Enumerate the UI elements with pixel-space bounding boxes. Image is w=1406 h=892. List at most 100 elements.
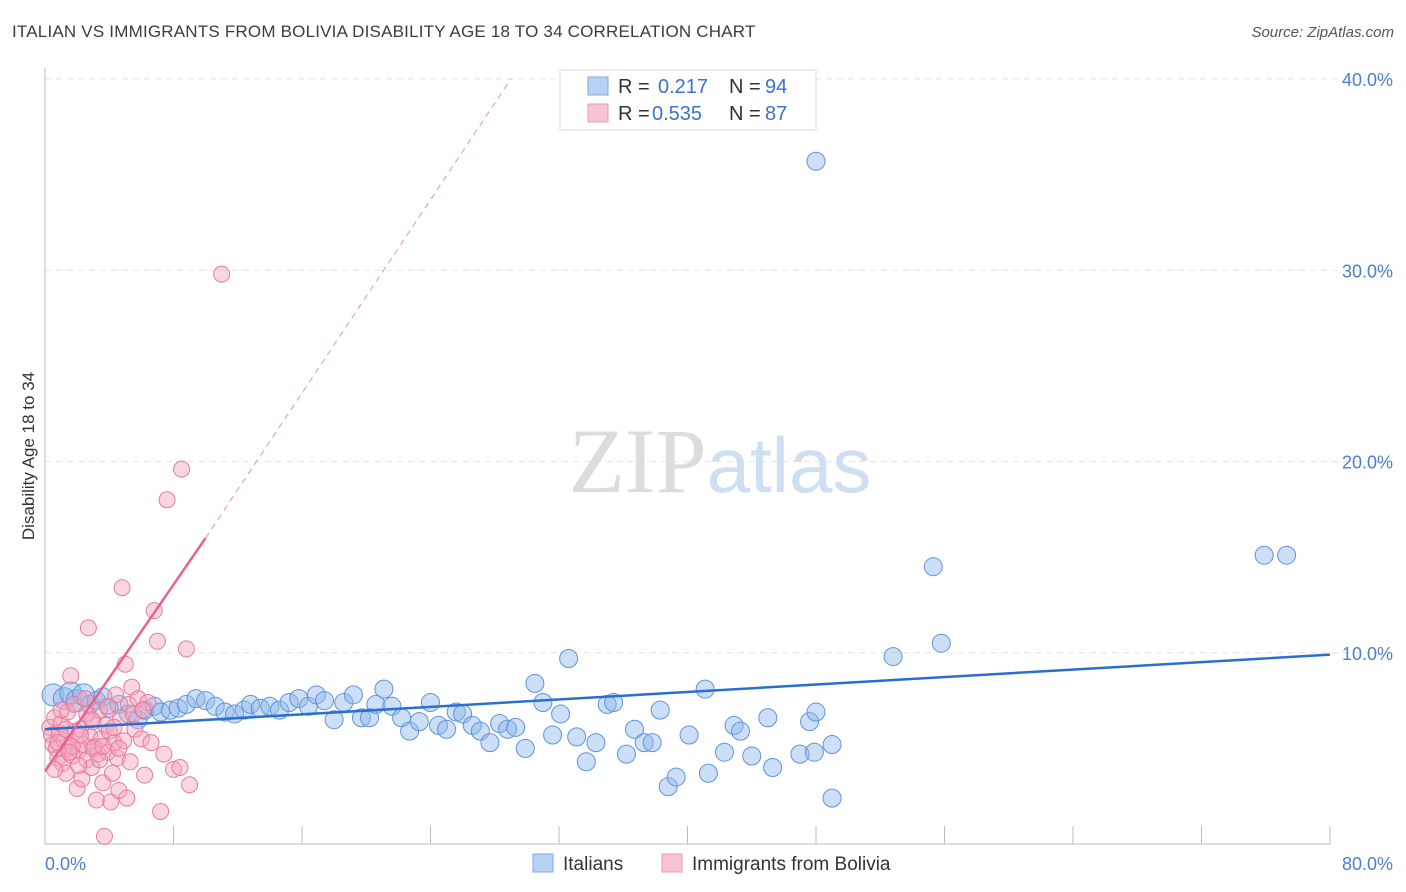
y-tick-label: 30.0% — [1342, 261, 1393, 281]
data-point — [279, 692, 299, 712]
data-point — [525, 673, 545, 693]
data-point — [533, 692, 553, 712]
data-point — [62, 667, 80, 685]
data-point — [642, 733, 662, 753]
data-point — [650, 700, 670, 720]
data-point — [324, 710, 344, 730]
data-point — [567, 727, 587, 747]
data-point — [91, 751, 109, 769]
data-point — [666, 767, 686, 787]
data-point — [109, 694, 129, 714]
data-point — [822, 735, 842, 755]
data-point — [343, 685, 363, 705]
data-point — [99, 697, 117, 715]
legend-n-label-italians: N = — [729, 76, 761, 98]
series-layer — [41, 151, 1297, 845]
data-point — [437, 719, 457, 739]
data-point — [215, 702, 235, 722]
data-point — [241, 694, 261, 714]
data-point — [616, 744, 636, 764]
data-point — [400, 721, 420, 741]
data-point — [806, 702, 826, 722]
data-point — [409, 712, 429, 732]
data-point — [758, 708, 778, 728]
y-axis-label: Disability Age 18 to 34 — [19, 372, 38, 540]
data-point — [119, 704, 139, 724]
data-point — [113, 579, 131, 597]
data-point — [883, 647, 903, 667]
data-point — [551, 704, 571, 724]
data-point — [790, 744, 810, 764]
legend-swatch-bolivia — [587, 103, 609, 123]
data-point — [94, 737, 112, 755]
data-point — [118, 789, 136, 807]
data-point — [1277, 545, 1297, 565]
data-point — [148, 632, 166, 650]
data-point — [105, 718, 123, 736]
tick-labels: 10.0% 20.0% 30.0% 40.0% 0.0% 80.0% — [45, 70, 1393, 874]
legend-r-bolivia: 0.535 — [652, 103, 702, 125]
watermark-atlas: atlas — [707, 421, 872, 509]
data-point — [79, 619, 97, 637]
data-point — [1254, 545, 1274, 565]
trend-layer — [43, 78, 1331, 773]
data-point — [60, 743, 78, 761]
data-point — [374, 679, 394, 699]
series-legend: Italians Immigrants from Bolivia — [532, 853, 891, 875]
data-point — [177, 640, 195, 658]
data-point — [624, 719, 644, 739]
data-point — [559, 648, 579, 668]
data-point — [173, 460, 191, 478]
data-point — [95, 827, 113, 845]
data-point — [121, 753, 139, 771]
stats-legend: R = 0.217 N = 94 R = 0.535 N = 87 — [559, 69, 817, 131]
data-point — [70, 757, 88, 775]
data-point — [155, 745, 173, 763]
legend-n-bolivia: 87 — [765, 103, 787, 125]
data-point — [679, 725, 699, 745]
data-point — [806, 151, 826, 171]
data-point — [142, 734, 160, 752]
data-point — [87, 791, 105, 809]
data-point — [181, 776, 199, 794]
data-point — [171, 759, 189, 776]
data-point — [72, 683, 96, 707]
data-point — [695, 679, 715, 699]
data-point — [76, 690, 94, 708]
data-point — [506, 717, 526, 737]
series-legend-swatch-italians — [532, 853, 554, 873]
trend-line-1 — [43, 537, 207, 773]
data-point — [480, 733, 500, 753]
data-point — [586, 733, 606, 753]
data-point — [59, 681, 83, 705]
data-point — [165, 760, 182, 778]
data-point — [132, 730, 150, 748]
data-point — [804, 742, 824, 762]
data-point — [196, 691, 216, 711]
data-point — [205, 696, 225, 716]
legend-r-label-bolivia: R = — [618, 103, 650, 125]
legend-n-label-bolivia: N = — [729, 103, 761, 125]
data-point — [186, 689, 206, 709]
data-point — [152, 802, 170, 820]
legend-n-italians: 94 — [765, 76, 787, 98]
data-point — [731, 721, 751, 741]
data-point — [136, 766, 154, 784]
series-legend-label-italians: Italians — [563, 854, 623, 875]
chart-source: Source: ZipAtlas.com — [1251, 24, 1394, 41]
data-point — [314, 691, 334, 711]
legend-r-label-italians: R = — [618, 76, 650, 98]
data-point — [57, 764, 75, 782]
chart-title: ITALIAN VS IMMIGRANTS FROM BOLIVIA DISAB… — [12, 22, 756, 41]
trend-extension-1 — [205, 78, 512, 539]
y-tick-label: 40.0% — [1342, 70, 1393, 90]
data-point — [515, 738, 535, 758]
data-point — [446, 702, 466, 722]
data-point — [576, 752, 596, 772]
data-point — [52, 701, 70, 719]
data-point — [742, 746, 762, 766]
watermark: ZIPatlas — [569, 410, 872, 512]
x-tick-label-min: 0.0% — [45, 854, 86, 874]
series-1 — [41, 265, 231, 845]
